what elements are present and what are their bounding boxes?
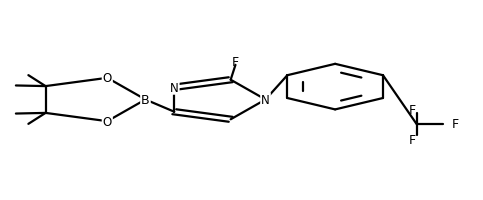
Text: F: F: [232, 56, 239, 69]
Text: O: O: [103, 115, 112, 128]
Text: N: N: [261, 94, 270, 106]
Text: F: F: [409, 103, 415, 116]
Text: F: F: [452, 117, 459, 130]
Text: O: O: [103, 72, 112, 85]
Text: N: N: [170, 81, 179, 94]
Text: B: B: [141, 94, 150, 106]
Text: F: F: [409, 133, 415, 146]
